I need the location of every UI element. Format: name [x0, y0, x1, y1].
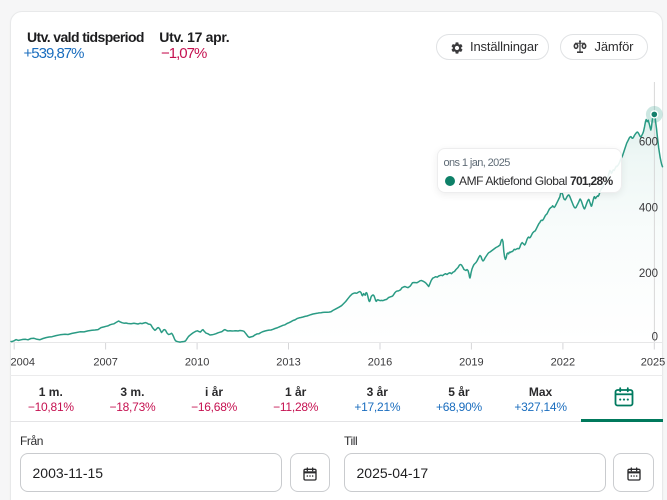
svg-text:400: 400 [639, 202, 658, 214]
svg-text:2010: 2010 [185, 357, 209, 369]
svg-text:0: 0 [652, 332, 658, 344]
svg-text:2007: 2007 [93, 357, 117, 369]
svg-text:2013: 2013 [276, 357, 300, 369]
svg-text:2004: 2004 [11, 357, 35, 369]
svg-text:2025: 2025 [641, 357, 665, 369]
svg-text:200: 200 [639, 268, 658, 280]
svg-text:2016: 2016 [368, 357, 392, 369]
svg-text:600: 600 [639, 136, 658, 148]
svg-text:2022: 2022 [551, 357, 575, 369]
svg-text:2019: 2019 [459, 357, 483, 369]
